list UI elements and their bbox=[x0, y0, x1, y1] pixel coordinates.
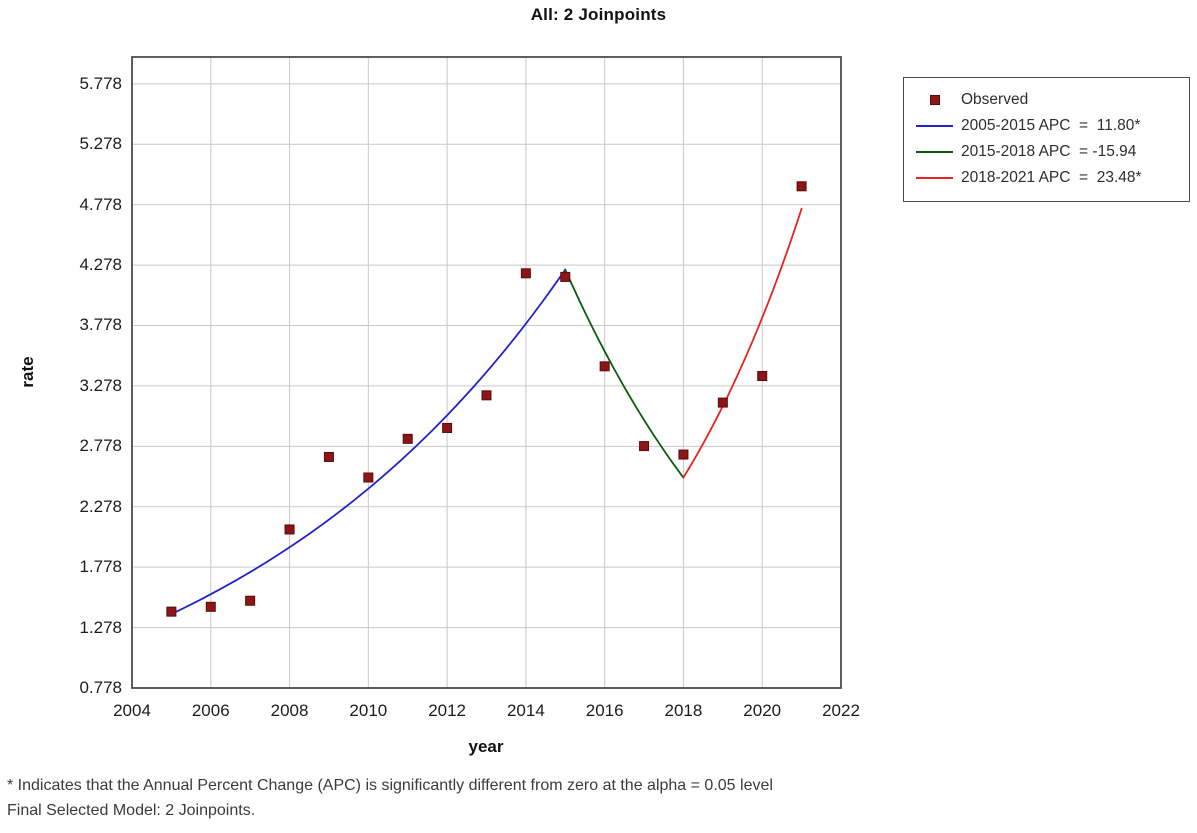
legend-segment-label: 2015-2018 APC = -15.94 bbox=[961, 143, 1137, 160]
x-tick-2010: 2010 bbox=[349, 701, 388, 720]
y-tick-2.278: 2.278 bbox=[79, 496, 122, 516]
observed-point-2009 bbox=[323, 451, 334, 462]
footnotes: * Indicates that the Annual Percent Chan… bbox=[7, 774, 773, 823]
y-axis-title: rate bbox=[18, 356, 37, 388]
observed-point-2014 bbox=[520, 268, 531, 279]
x-tick-2020: 2020 bbox=[743, 701, 782, 720]
observed-point-2016 bbox=[599, 361, 610, 372]
observed-point-2007 bbox=[245, 595, 256, 606]
y-tick-5.278: 5.278 bbox=[79, 134, 122, 154]
segment-line-icon bbox=[916, 177, 953, 179]
y-tick-1.778: 1.778 bbox=[79, 557, 122, 577]
legend-item-segment-2: 2015-2018 APC = -15.94 bbox=[916, 139, 1181, 165]
y-tick-1.278: 1.278 bbox=[79, 617, 122, 637]
x-tick-2008: 2008 bbox=[270, 701, 309, 720]
y-tick-0.778: 0.778 bbox=[79, 678, 122, 697]
footnote-final-model: Final Selected Model: 2 Joinpoints. bbox=[7, 801, 256, 819]
observed-point-2021 bbox=[796, 181, 807, 192]
observed-point-2020 bbox=[757, 371, 768, 382]
observed-point-2019 bbox=[717, 397, 728, 408]
observed-point-2010 bbox=[363, 472, 374, 483]
y-tick-3.778: 3.778 bbox=[79, 315, 122, 335]
y-tick-3.278: 3.278 bbox=[79, 375, 122, 395]
legend-item-observed: Observed bbox=[916, 87, 1181, 113]
fit-line-segment-3 bbox=[682, 207, 803, 479]
x-tick-2018: 2018 bbox=[664, 701, 703, 720]
observed-point-2012 bbox=[442, 422, 453, 433]
segment-line-icon bbox=[916, 125, 953, 127]
observed-marker-icon bbox=[916, 95, 953, 105]
legend-box: Observed 2005-2015 APC = 11.80* 2015-2018… bbox=[903, 77, 1190, 202]
x-tick-2016: 2016 bbox=[585, 701, 624, 720]
observed-point-2018 bbox=[678, 449, 689, 460]
x-tick-2006: 2006 bbox=[191, 701, 230, 720]
observed-point-2015 bbox=[560, 271, 571, 282]
legend-item-segment-3: 2018-2021 APC = 23.48* bbox=[916, 165, 1181, 191]
segment-line-icon bbox=[916, 151, 953, 153]
x-tick-2012: 2012 bbox=[428, 701, 467, 720]
legend-segment-label: 2005-2015 APC = 11.80* bbox=[961, 117, 1141, 134]
legend-item-segment-1: 2005-2015 APC = 11.80* bbox=[916, 113, 1181, 139]
observed-point-2006 bbox=[205, 601, 216, 612]
x-tick-2014: 2014 bbox=[506, 701, 545, 720]
x-tick-2022: 2022 bbox=[822, 701, 860, 720]
observed-data-points bbox=[166, 181, 807, 617]
observed-point-2013 bbox=[481, 390, 492, 401]
plot-border bbox=[131, 56, 842, 689]
observed-point-2008 bbox=[284, 524, 295, 535]
y-tick-4.278: 4.278 bbox=[79, 255, 122, 275]
chart-title: All: 2 Joinpoints bbox=[530, 5, 667, 24]
y-tick-2.778: 2.778 bbox=[79, 436, 122, 456]
x-tick-2004: 2004 bbox=[113, 701, 151, 720]
observed-point-2005 bbox=[166, 606, 177, 617]
y-tick-4.778: 4.778 bbox=[79, 194, 122, 214]
plot-area bbox=[131, 56, 842, 689]
y-tick-5.778: 5.778 bbox=[79, 73, 122, 93]
observed-point-2011 bbox=[402, 433, 413, 444]
observed-point-2017 bbox=[639, 441, 650, 452]
joinpoint-fit-lines bbox=[170, 207, 803, 615]
fit-line-segment-2 bbox=[564, 268, 685, 479]
gridlines bbox=[132, 57, 841, 688]
footnote-apc-significance: * Indicates that the Annual Percent Chan… bbox=[7, 777, 773, 794]
fit-line-segment-1 bbox=[170, 268, 567, 615]
x-axis-title: year bbox=[468, 737, 504, 756]
legend-segment-label: 2018-2021 APC = 23.48* bbox=[961, 169, 1142, 186]
legend-observed-label: Observed bbox=[961, 91, 1029, 108]
